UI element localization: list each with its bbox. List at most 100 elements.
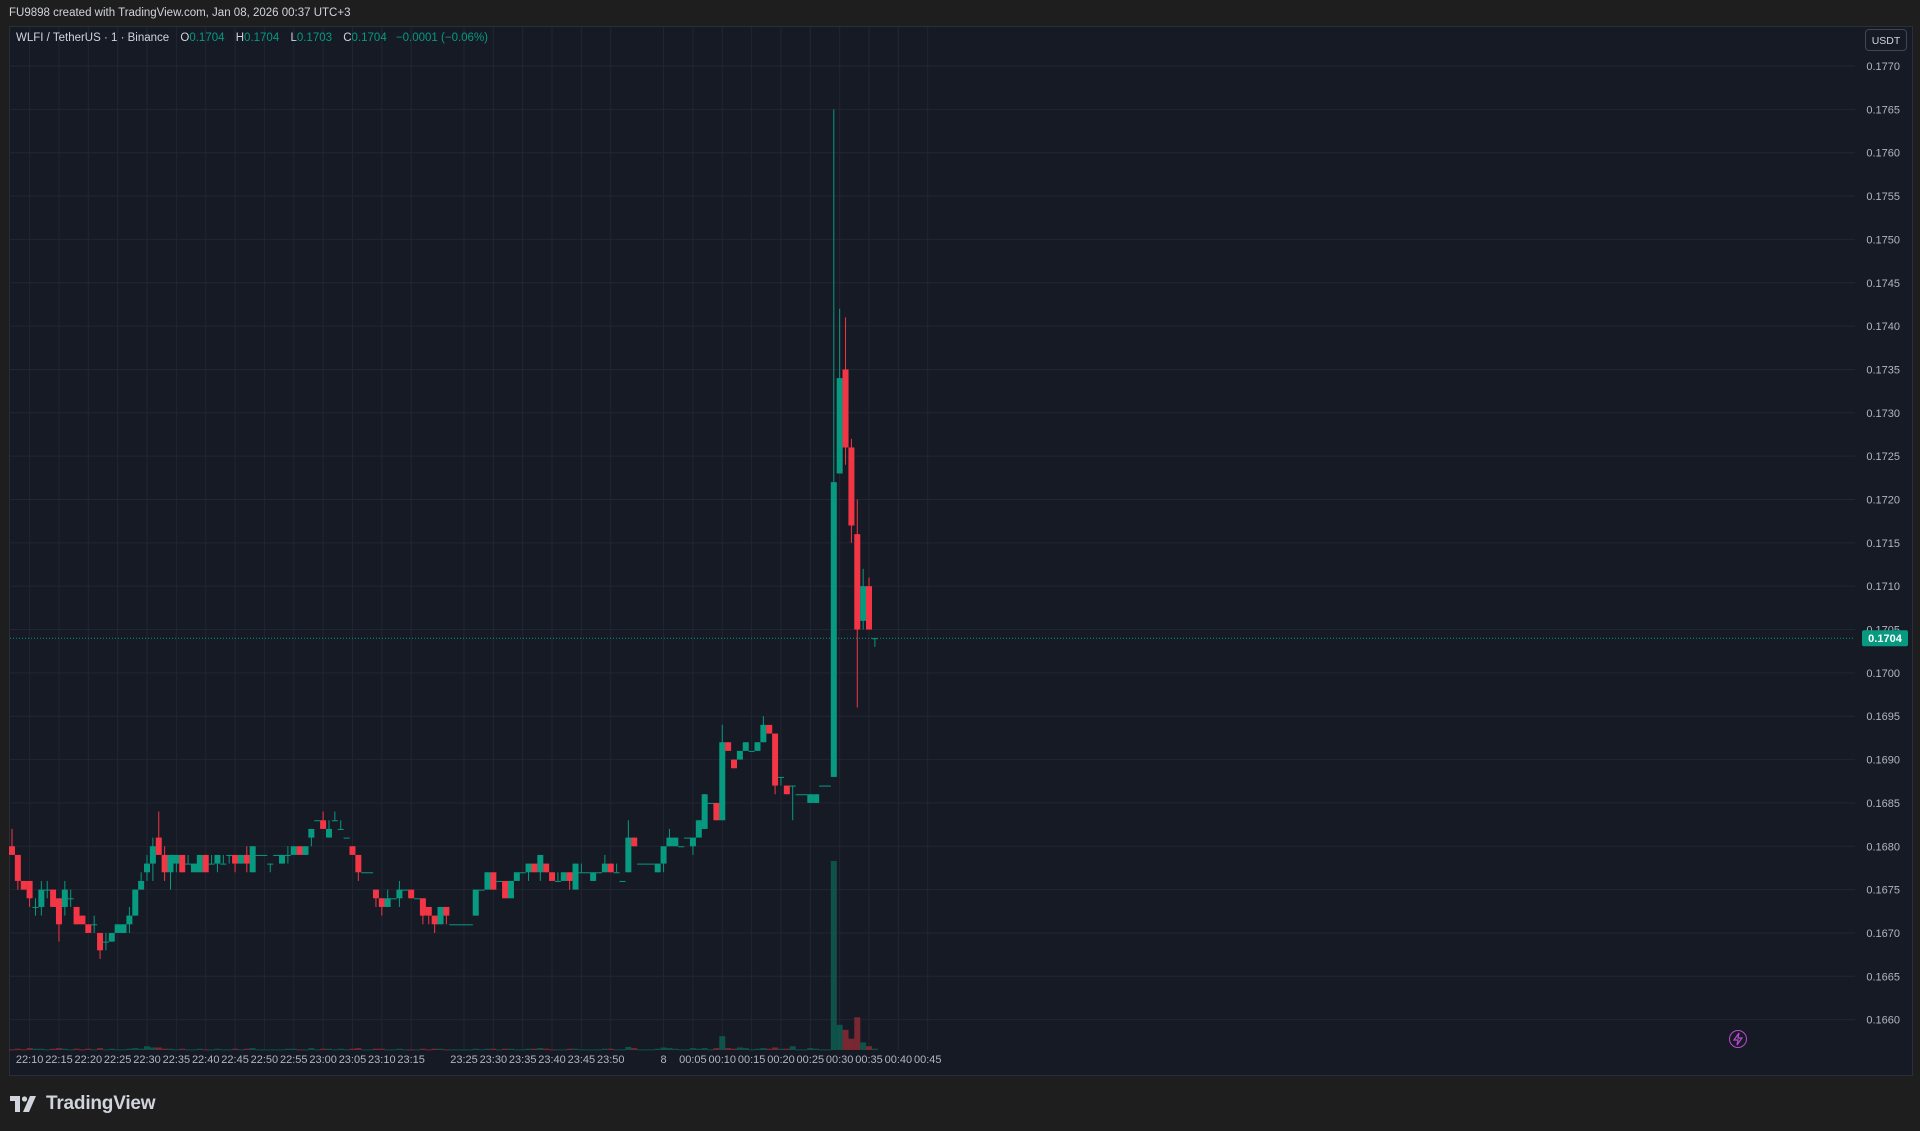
candle <box>736 750 743 760</box>
time-tick-label: 22:40 <box>192 1054 220 1066</box>
time-tick-label: 00:05 <box>679 1054 707 1066</box>
volume-bar <box>232 1048 239 1050</box>
candle-body <box>490 872 497 890</box>
volume-bar <box>208 1049 215 1051</box>
volume-bar <box>507 1048 514 1050</box>
candle <box>819 785 826 787</box>
symbol-legend: WLFI / TetherUS · 1 · Binance O0.1704 H0… <box>16 32 488 44</box>
candle-body <box>102 941 109 943</box>
candle <box>314 820 321 822</box>
volume-bar <box>554 1049 561 1051</box>
candle-body <box>402 889 409 891</box>
candle <box>502 880 509 899</box>
volume-bar <box>91 1049 98 1051</box>
candle <box>85 924 92 933</box>
candle <box>466 924 473 926</box>
candle-body <box>507 880 514 899</box>
candle <box>613 863 620 874</box>
volume-bar <box>848 1038 855 1050</box>
candle-body <box>273 854 280 856</box>
volume-bar <box>243 1048 250 1050</box>
candle-body <box>642 863 649 865</box>
price-axis[interactable]: 0.1660 0.1665 0.1670 0.1675 0.1680 0.1685 0.16… <box>1862 61 1908 1027</box>
volume-bar <box>607 1048 614 1050</box>
candle-body <box>783 785 790 795</box>
candle <box>654 863 661 873</box>
candle <box>337 820 344 830</box>
brand[interactable]: TradingView <box>10 1093 156 1115</box>
candle-body <box>584 872 591 874</box>
candle-body <box>531 863 538 873</box>
time-tick-label: 22:15 <box>45 1054 73 1066</box>
candle <box>601 854 608 873</box>
candle <box>648 863 655 865</box>
volume-bar <box>783 1048 790 1050</box>
time-tick-label: 23:15 <box>397 1054 425 1066</box>
candle-body <box>637 863 644 865</box>
candle <box>126 906 133 933</box>
candle <box>61 880 68 916</box>
volume-bar <box>619 1049 626 1051</box>
volume-bar <box>102 1049 109 1051</box>
volume-bar <box>801 1049 808 1051</box>
currency-button[interactable]: USDT <box>1865 29 1907 51</box>
candle-body <box>684 837 691 839</box>
price-tick-label: 0.1680 <box>1866 841 1900 853</box>
volume-bar <box>560 1049 567 1051</box>
volume-bar <box>167 1048 174 1050</box>
candle <box>390 898 397 900</box>
time-tick-label: 23:10 <box>368 1054 396 1066</box>
candle-body <box>126 915 133 925</box>
candle <box>460 924 467 926</box>
volume-bar <box>185 1049 192 1051</box>
candle <box>860 568 867 630</box>
candle-body <box>813 794 820 803</box>
open-value: 0.1704 <box>189 32 225 44</box>
time-tick-label: 22:20 <box>75 1054 103 1066</box>
candle-body <box>114 924 121 933</box>
lightning-icon[interactable] <box>1729 1030 1747 1048</box>
volume-bar <box>472 1048 479 1050</box>
volume-bar <box>760 1048 767 1050</box>
candle <box>408 889 415 899</box>
candle-body <box>789 785 796 787</box>
volume-bar <box>590 1049 597 1051</box>
candle-body <box>472 889 479 916</box>
time-tick-label: 22:45 <box>221 1054 249 1066</box>
volume-bar <box>367 1049 374 1051</box>
chart-pane[interactable] <box>9 26 1913 1076</box>
volume-bar <box>519 1049 526 1051</box>
volume-bar <box>414 1049 421 1051</box>
candle-body <box>220 863 227 865</box>
candle-body <box>619 880 626 882</box>
candle <box>32 898 39 916</box>
candle-body <box>91 924 98 926</box>
candle <box>449 924 456 926</box>
candle-body <box>214 854 221 864</box>
candle-body <box>20 880 27 890</box>
candle <box>443 906 450 925</box>
time-tick-label: 23:25 <box>450 1054 478 1066</box>
candle <box>108 932 115 942</box>
candle <box>367 872 374 874</box>
candles <box>9 109 878 959</box>
volume-bar <box>707 1049 714 1051</box>
candle-body <box>396 889 403 899</box>
candle-body <box>502 880 509 899</box>
candle <box>689 837 696 855</box>
candle-body <box>777 776 784 778</box>
time-axis[interactable]: 22:10 22:15 22:20 22:25 22:30 22:35 22:40 22:45… <box>16 1054 942 1066</box>
volume-bar <box>378 1048 385 1050</box>
candle-body <box>337 828 344 830</box>
volume-bar <box>460 1049 467 1051</box>
candle-body <box>478 889 485 891</box>
candle <box>261 854 268 856</box>
symbol-name[interactable]: WLFI / TetherUS · 1 · Binance <box>16 32 170 44</box>
candle <box>279 854 286 864</box>
time-tick-label: 22:55 <box>280 1054 308 1066</box>
volume-bar <box>44 1049 51 1051</box>
volume-bar <box>79 1049 86 1051</box>
volume-bar <box>372 1048 379 1050</box>
volume-bar <box>742 1048 749 1050</box>
